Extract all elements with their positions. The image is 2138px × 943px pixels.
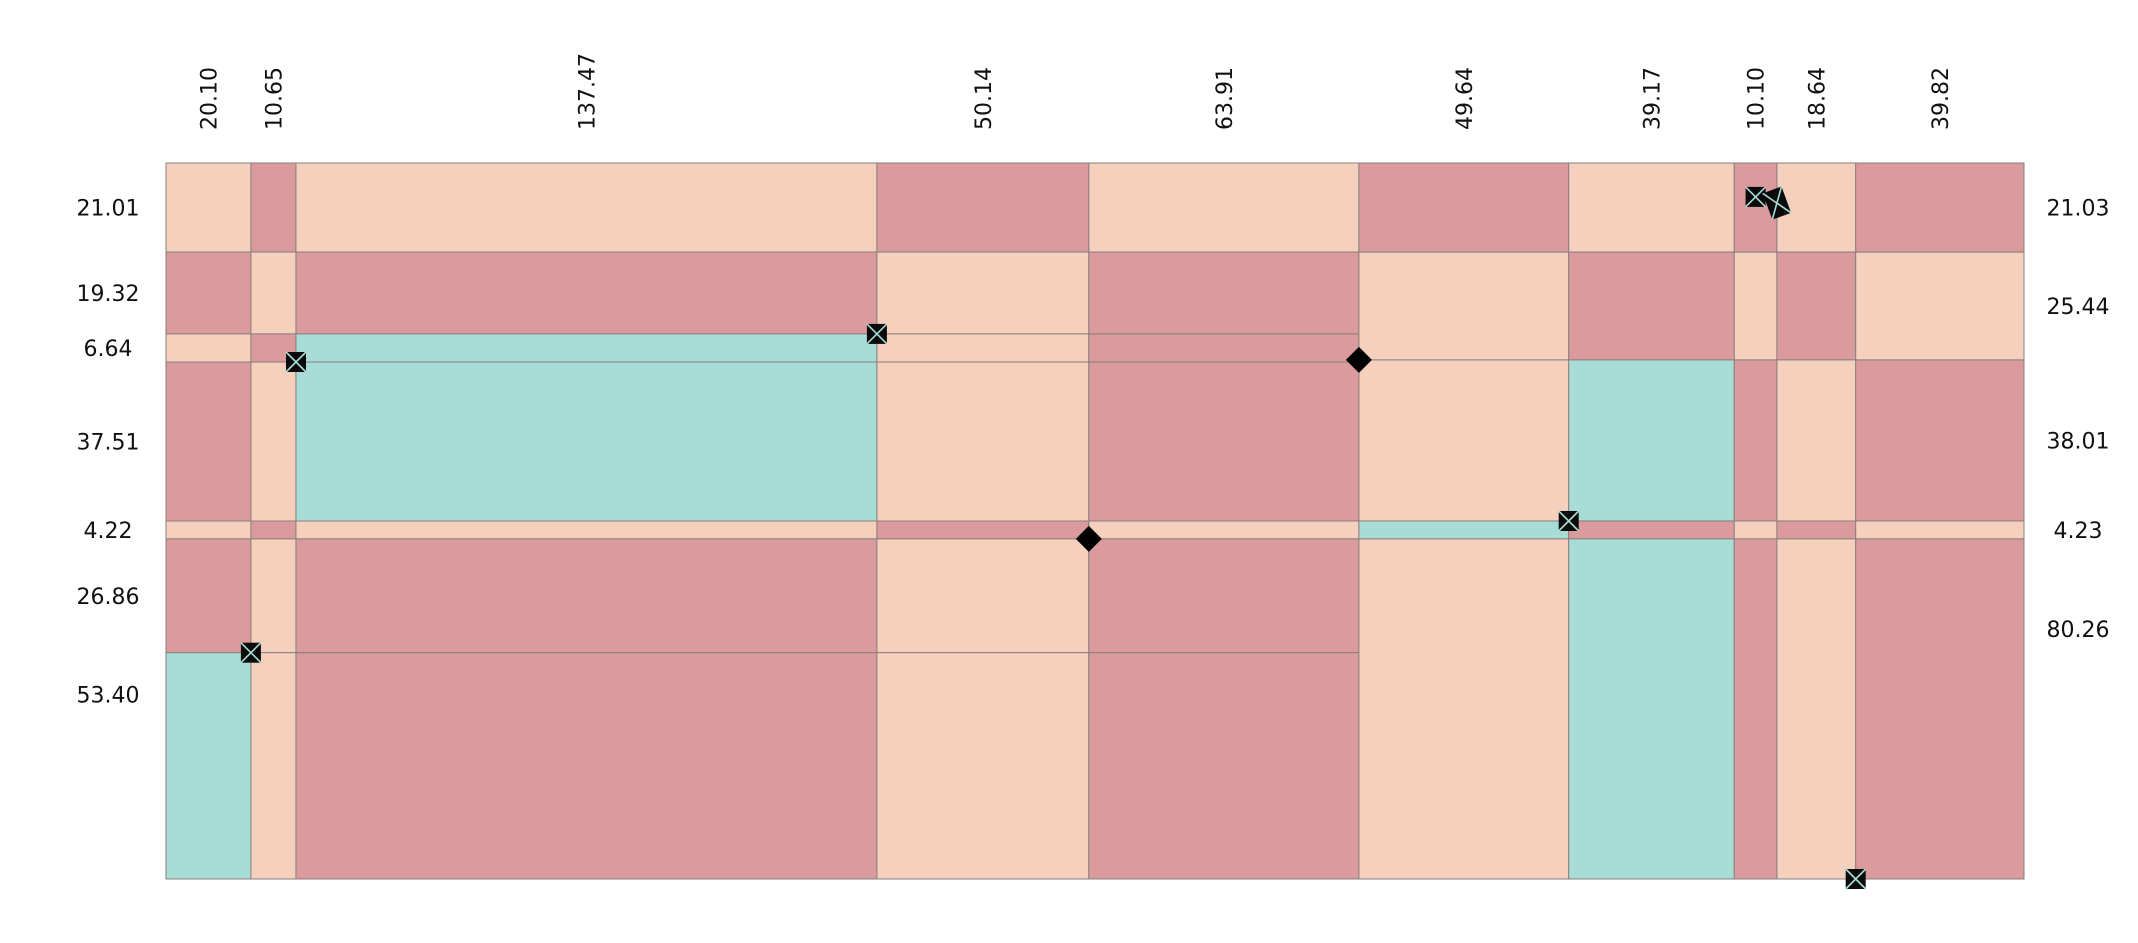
cell-c2-r4 [295, 520, 878, 540]
cell-c9-r0 [1855, 162, 2025, 253]
column-label-7: 10.10 [1745, 67, 1770, 130]
cell-c2-r5 [295, 538, 878, 654]
crossed-box-marker-2 [866, 323, 888, 345]
cell-c8-r1 [1776, 251, 1857, 361]
left-row-label-3: 37.51 [77, 431, 140, 456]
left-row-label-2: 6.64 [84, 337, 133, 362]
cell-c6-r0 [1568, 162, 1735, 253]
cell-c0-r1 [165, 251, 252, 335]
crossed-box-marker-0 [240, 642, 262, 664]
cell-c0-r3 [165, 361, 252, 522]
cell-c1-r3 [250, 361, 297, 522]
cell-c6-r4 [1568, 538, 1735, 880]
cell-c7-r3 [1733, 520, 1778, 540]
cell-c2-r1 [295, 251, 878, 335]
cell-c1-r1 [250, 251, 297, 335]
cell-c1-r0 [250, 162, 297, 253]
crossed-box-marker-1 [285, 351, 307, 373]
right-row-label-3: 4.23 [2054, 519, 2103, 544]
column-label-0: 20.10 [198, 67, 223, 130]
markers-layer [240, 186, 1867, 890]
cell-c0-r2 [165, 333, 252, 363]
cell-c3-r3 [876, 361, 1090, 522]
cell-c9-r4 [1855, 538, 2025, 880]
cell-c0-r0 [165, 162, 252, 253]
right-row-label-4: 80.26 [2047, 618, 2110, 643]
cell-c8-r0 [1776, 162, 1857, 253]
cell-c4-r1 [1088, 251, 1360, 335]
crossed-box-marker-7 [1762, 186, 1792, 220]
right-row-label-0: 21.03 [2047, 197, 2110, 222]
cell-c1-r4 [250, 520, 297, 540]
cell-c3-r1 [876, 251, 1090, 335]
cell-c6-r2 [1568, 359, 1735, 522]
column-label-1: 10.65 [263, 67, 288, 130]
crossed-box-marker-6 [1745, 186, 1767, 208]
cell-c7-r1 [1733, 251, 1778, 361]
cell-c8-r2 [1776, 359, 1857, 522]
cell-c6-r3 [1568, 520, 1735, 540]
left-row-label-0: 21.01 [77, 197, 140, 222]
cell-c4-r3 [1088, 361, 1360, 522]
cell-c9-r3 [1855, 520, 2025, 540]
cell-c3-r0 [876, 162, 1090, 253]
cell-c4-r4 [1088, 520, 1360, 540]
left-row-label-4: 4.22 [84, 519, 133, 544]
cell-c4-r2 [1088, 333, 1360, 363]
column-label-3: 50.14 [972, 67, 997, 130]
cell-c1-r5 [250, 538, 297, 654]
cell-c2-r2 [295, 333, 878, 363]
cell-c5-r4 [1358, 538, 1570, 880]
column-label-9: 39.82 [1929, 67, 1954, 130]
crossed-box-marker-8 [1845, 868, 1867, 890]
cell-c8-r4 [1776, 538, 1857, 880]
cell-c7-r4 [1733, 538, 1778, 880]
cell-c0-r5 [165, 538, 252, 654]
labels-layer: 20.10 10.65 137.47 50.14 63.91 49.64 39.17 10.1… [77, 53, 2110, 709]
diamond-marker-4 [1345, 346, 1372, 373]
diamond-marker-3 [1075, 525, 1102, 552]
cell-c9-r2 [1855, 359, 2025, 522]
cell-c4-r0 [1088, 162, 1360, 253]
left-row-label-6: 53.40 [77, 684, 140, 709]
cell-c0-r4 [165, 520, 252, 540]
cell-c2-r0 [295, 162, 878, 253]
left-row-label-5: 26.86 [77, 585, 140, 610]
cell-c2-r6 [295, 652, 878, 880]
left-row-label-1: 19.32 [77, 282, 140, 307]
cell-c2-r3 [295, 361, 878, 522]
cell-c5-r1 [1358, 251, 1570, 361]
column-label-5: 49.64 [1453, 67, 1478, 130]
cell-c3-r2 [876, 333, 1090, 363]
right-row-label-2: 38.01 [2047, 429, 2110, 454]
cell-c6-r1 [1568, 251, 1735, 361]
cells-layer [165, 162, 2025, 880]
column-label-4: 63.91 [1213, 67, 1238, 130]
cell-c5-r3 [1358, 520, 1570, 540]
cell-c5-r2 [1358, 359, 1570, 522]
right-row-label-1: 25.44 [2047, 295, 2110, 320]
cell-c4-r6 [1088, 652, 1360, 880]
cell-c3-r5 [876, 538, 1090, 654]
column-label-8: 18.64 [1805, 67, 1830, 130]
cell-c1-r2 [250, 333, 297, 363]
cell-c1-r6 [250, 652, 297, 880]
cell-c7-r2 [1733, 359, 1778, 522]
cell-c3-r6 [876, 652, 1090, 880]
cell-c4-r5 [1088, 538, 1360, 654]
column-label-2: 137.47 [575, 53, 600, 130]
column-label-6: 39.17 [1641, 67, 1666, 130]
cell-c5-r0 [1358, 162, 1570, 253]
cell-c3-r4 [876, 520, 1090, 540]
crossed-box-marker-5 [1558, 510, 1580, 532]
cell-c9-r1 [1855, 251, 2025, 361]
cell-c8-r3 [1776, 520, 1857, 540]
cell-c0-r6 [165, 652, 252, 880]
